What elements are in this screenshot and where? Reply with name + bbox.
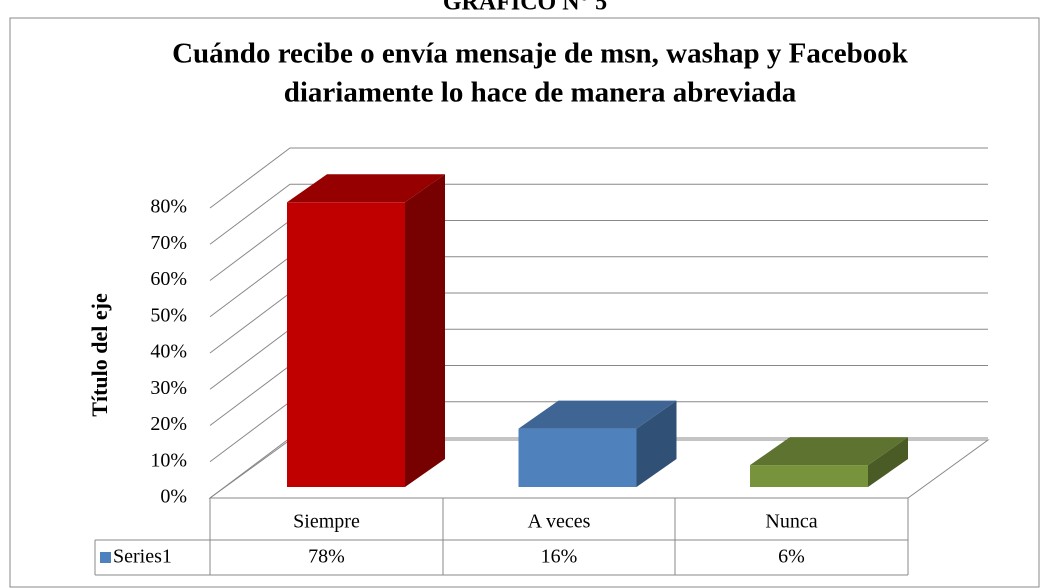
bar-side: [405, 174, 445, 488]
chart-frame: [9, 17, 1040, 588]
bar-side: [636, 400, 677, 487]
y-tick-label: 70%: [150, 232, 187, 254]
bar: [518, 428, 637, 487]
chart-title: diariamente lo hace de manera abreviada: [284, 77, 797, 109]
y-tick-label: 60%: [150, 268, 187, 290]
y-tick-label: 30%: [150, 377, 187, 399]
data-label: 16%: [541, 546, 578, 568]
y-tick-label: 50%: [150, 304, 187, 326]
y-tick-label: 20%: [150, 413, 187, 435]
bar-top: [287, 174, 445, 203]
y-tick-label: 0%: [160, 486, 187, 508]
y-tick-label: 80%: [150, 196, 187, 218]
x-tick-label: Siempre: [293, 511, 360, 533]
data-label: 6%: [778, 546, 805, 568]
bar-top: [518, 400, 677, 429]
bar-top: [750, 437, 908, 466]
x-tick-label: A veces: [528, 511, 591, 533]
data-label: 78%: [308, 546, 345, 568]
legend-label: Series1: [113, 546, 172, 568]
bar: [287, 202, 405, 488]
grid-line: [209, 147, 988, 209]
y-axis-title: Título del eje: [87, 293, 112, 417]
bar-side: [868, 437, 908, 487]
heading: GRAFICO N° 5: [443, 0, 607, 16]
y-tick-label: 10%: [150, 449, 187, 471]
grid-line: [209, 183, 988, 245]
y-tick-label: 40%: [150, 341, 187, 363]
x-tick-label: Nunca: [765, 511, 817, 533]
legend-swatch: [100, 552, 111, 563]
chart-title: Cuándo recibe o envía mensaje de msn, wa…: [172, 38, 909, 70]
bar: [750, 465, 868, 487]
